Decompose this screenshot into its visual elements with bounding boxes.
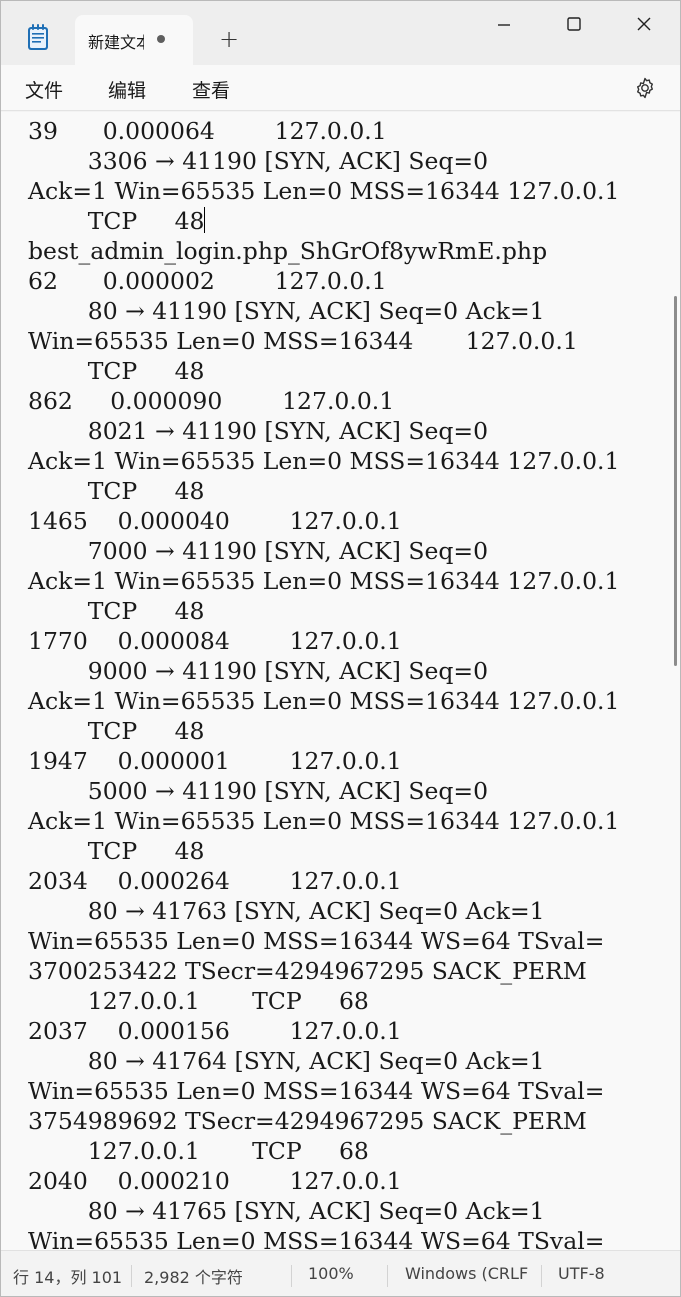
editor-line: 9000 → 41190 [SYN, ACK] Seq=0 xyxy=(28,657,489,685)
scroll-thumb[interactable] xyxy=(674,296,677,666)
editor-line: 127.0.0.1 TCP 68 xyxy=(28,1137,369,1165)
line-ending[interactable]: Windows (CRLF) xyxy=(405,1264,529,1283)
editor-line: best_admin_login.php_ShGrOf8ywRmE.php xyxy=(28,237,548,265)
editor-line: 39 0.000064 127.0.0.1 xyxy=(28,117,387,145)
editor-line: 8021 → 41190 [SYN, ACK] Seq=0 xyxy=(28,417,489,445)
editor-line: TCP 48 xyxy=(28,477,205,505)
status-bar: 行 14，列 101 2,982 个字符 100% Windows (CRLF)… xyxy=(1,1250,680,1296)
editor-line: Ack=1 Win=65535 Len=0 MSS=16344 127.0.0.… xyxy=(28,177,620,205)
close-button[interactable] xyxy=(621,11,667,39)
editor-line: TCP 48 xyxy=(28,357,205,385)
maximize-button[interactable] xyxy=(551,11,597,39)
editor-line: Ack=1 Win=65535 Len=0 MSS=16344 127.0.0.… xyxy=(28,807,620,835)
editor-line: 3306 → 41190 [SYN, ACK] Seq=0 xyxy=(28,147,489,175)
close-icon xyxy=(637,17,651,31)
notepad-icon xyxy=(28,24,48,50)
editor-line: 1770 0.000084 127.0.0.1 xyxy=(28,627,402,655)
character-count: 2,982 个字符 xyxy=(144,1268,243,1287)
text-cursor xyxy=(204,207,206,233)
maximize-icon xyxy=(567,17,581,31)
editor-line: Win=65535 Len=0 MSS=16344 WS=64 TSval= xyxy=(28,927,605,955)
editor-line: 1465 0.000040 127.0.0.1 xyxy=(28,507,402,535)
editor-line: TCP 48 xyxy=(28,837,205,865)
menu-view[interactable]: 查看 xyxy=(192,80,231,102)
editor-line: Win=65535 Len=0 MSS=16344 WS=64 TSval= xyxy=(28,1227,605,1250)
menu-file[interactable]: 文件 xyxy=(25,80,64,102)
editor-line: 3700253422 TSecr=4294967295 SACK_PERM xyxy=(28,957,587,985)
menu-edit[interactable]: 编辑 xyxy=(108,80,147,102)
editor-line: 80 → 41190 [SYN, ACK] Seq=0 Ack=1 xyxy=(28,297,545,325)
editor-text[interactable]: 39 0.000064 127.0.0.1 3306 → 41190 [SYN,… xyxy=(28,116,658,1250)
new-tab-button[interactable]: + xyxy=(219,25,240,53)
status-separator xyxy=(387,1265,388,1287)
title-bar: 新建文本文档 + xyxy=(1,1,680,65)
editor-line: 80 → 41764 [SYN, ACK] Seq=0 Ack=1 xyxy=(28,1047,545,1075)
gear-icon[interactable] xyxy=(633,76,657,100)
tab-document[interactable]: 新建文本文档 xyxy=(75,15,193,65)
encoding[interactable]: UTF-8 xyxy=(558,1264,605,1283)
cursor-position[interactable]: 行 14，列 101 xyxy=(13,1268,123,1287)
text-editor[interactable]: 39 0.000064 127.0.0.1 3306 → 41190 [SYN,… xyxy=(1,112,671,1250)
editor-line: 3754989692 TSecr=4294967295 SACK_PERM xyxy=(28,1107,587,1135)
status-separator xyxy=(291,1265,292,1287)
editor-line: TCP 48 xyxy=(28,717,205,745)
minimize-button[interactable] xyxy=(481,11,527,39)
editor-line: 862 0.000090 127.0.0.1 xyxy=(28,387,395,415)
unsaved-indicator xyxy=(157,35,165,43)
editor-line: 127.0.0.1 TCP 68 xyxy=(28,987,369,1015)
editor-line: Win=65535 Len=0 MSS=16344 127.0.0.1 xyxy=(28,327,578,355)
editor-line: TCP 48 xyxy=(28,207,206,235)
editor-line: Ack=1 Win=65535 Len=0 MSS=16344 127.0.0.… xyxy=(28,567,620,595)
minimize-icon xyxy=(498,24,510,26)
editor-line: Ack=1 Win=65535 Len=0 MSS=16344 127.0.0.… xyxy=(28,687,620,715)
editor-line: 7000 → 41190 [SYN, ACK] Seq=0 xyxy=(28,537,489,565)
editor-line: Win=65535 Len=0 MSS=16344 WS=64 TSval= xyxy=(28,1077,605,1105)
editor-line: 2037 0.000156 127.0.0.1 xyxy=(28,1017,402,1045)
editor-line: 62 0.000002 127.0.0.1 xyxy=(28,267,387,295)
editor-line: 80 → 41765 [SYN, ACK] Seq=0 Ack=1 xyxy=(28,1197,545,1225)
menu-bar: 文件 编辑 查看 xyxy=(1,65,680,111)
tab-title: 新建文本文档 xyxy=(88,33,144,52)
editor-line: 80 → 41763 [SYN, ACK] Seq=0 Ack=1 xyxy=(28,897,545,925)
editor-line: 2040 0.000210 127.0.0.1 xyxy=(28,1167,402,1195)
editor-line: 5000 → 41190 [SYN, ACK] Seq=0 xyxy=(28,777,489,805)
editor-line: 1947 0.000001 127.0.0.1 xyxy=(28,747,402,775)
status-separator xyxy=(541,1265,542,1287)
zoom-level[interactable]: 100% xyxy=(308,1264,354,1283)
editor-line: TCP 48 xyxy=(28,597,205,625)
editor-line: 2034 0.000264 127.0.0.1 xyxy=(28,867,402,895)
vertical-scrollbar[interactable] xyxy=(671,112,680,1250)
editor-line: Ack=1 Win=65535 Len=0 MSS=16344 127.0.0.… xyxy=(28,447,620,475)
status-separator xyxy=(131,1265,132,1287)
